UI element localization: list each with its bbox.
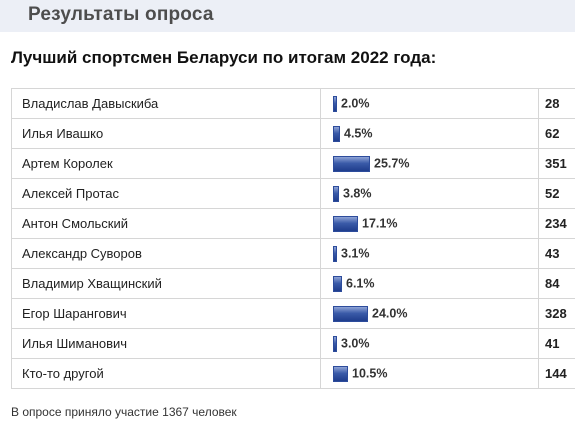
result-bar-cell: 2.0% xyxy=(320,88,539,119)
result-row: Владимир Хващинский 6.1% 84 xyxy=(11,268,575,299)
poll-results-table: Владислав Давыскиба 2.0% 28 Илья Ивашко 4.5%… xyxy=(11,88,575,389)
option-name: Антон Смольский xyxy=(11,208,321,239)
result-bar xyxy=(333,185,339,202)
vote-count: 52 xyxy=(538,178,575,209)
result-row: Илья Шиманович 3.0% 41 xyxy=(11,328,575,359)
result-row: Владислав Давыскиба 2.0% 28 xyxy=(11,88,575,119)
result-bar-cell: 10.5% xyxy=(320,358,539,389)
option-name: Владимир Хващинский xyxy=(11,268,321,299)
result-percent: 4.5% xyxy=(344,126,373,141)
option-name: Кто-то другой xyxy=(11,358,321,389)
poll-question: Лучший спортсмен Беларуси по итогам 2022… xyxy=(11,48,437,67)
vote-count: 62 xyxy=(538,118,575,149)
result-bar xyxy=(333,275,342,292)
result-bar xyxy=(333,155,370,172)
result-bar xyxy=(333,305,368,322)
result-percent: 25.7% xyxy=(374,156,410,171)
option-name: Александр Суворов xyxy=(11,238,321,269)
result-row: Илья Ивашко 4.5% 62 xyxy=(11,118,575,149)
result-row: Алексей Протас 3.8% 52 xyxy=(11,178,575,209)
result-percent: 6.1% xyxy=(346,276,375,291)
result-bar-cell: 3.1% xyxy=(320,238,539,269)
result-bar xyxy=(333,335,337,352)
option-name: Алексей Протас xyxy=(11,178,321,209)
result-percent: 3.1% xyxy=(341,246,370,261)
result-bar-cell: 24.0% xyxy=(320,298,539,329)
result-bar xyxy=(333,365,348,382)
option-name: Егор Шарангович xyxy=(11,298,321,329)
result-row: Антон Смольский 17.1% 234 xyxy=(11,208,575,239)
result-percent: 17.1% xyxy=(362,216,398,231)
vote-count: 144 xyxy=(538,358,575,389)
header-band xyxy=(0,0,575,32)
option-name: Илья Шиманович xyxy=(11,328,321,359)
vote-count: 43 xyxy=(538,238,575,269)
result-row: Артем Королек 25.7% 351 xyxy=(11,148,575,179)
result-bar-cell: 6.1% xyxy=(320,268,539,299)
result-percent: 3.8% xyxy=(343,186,372,201)
participants-note: В опросе приняло участие 1367 человек xyxy=(11,405,237,419)
vote-count: 234 xyxy=(538,208,575,239)
result-bar xyxy=(333,215,358,232)
result-percent: 3.0% xyxy=(341,336,370,351)
result-bar-cell: 25.7% xyxy=(320,148,539,179)
result-bar-cell: 3.0% xyxy=(320,328,539,359)
result-bar-cell: 4.5% xyxy=(320,118,539,149)
option-name: Артем Королек xyxy=(11,148,321,179)
option-name: Владислав Давыскиба xyxy=(11,88,321,119)
result-row: Александр Суворов 3.1% 43 xyxy=(11,238,575,269)
result-row: Егор Шарангович 24.0% 328 xyxy=(11,298,575,329)
result-percent: 24.0% xyxy=(372,306,408,321)
vote-count: 328 xyxy=(538,298,575,329)
vote-count: 351 xyxy=(538,148,575,179)
option-name: Илья Ивашко xyxy=(11,118,321,149)
result-bar xyxy=(333,245,337,262)
vote-count: 84 xyxy=(538,268,575,299)
result-percent: 10.5% xyxy=(352,366,388,381)
vote-count: 41 xyxy=(538,328,575,359)
result-bar xyxy=(333,95,337,112)
result-percent: 2.0% xyxy=(341,96,370,111)
result-bar-cell: 17.1% xyxy=(320,208,539,239)
result-bar-cell: 3.8% xyxy=(320,178,539,209)
result-bar xyxy=(333,125,340,142)
vote-count: 28 xyxy=(538,88,575,119)
poll-results-heading: Результаты опроса xyxy=(28,4,214,25)
result-row: Кто-то другой 10.5% 144 xyxy=(11,358,575,389)
